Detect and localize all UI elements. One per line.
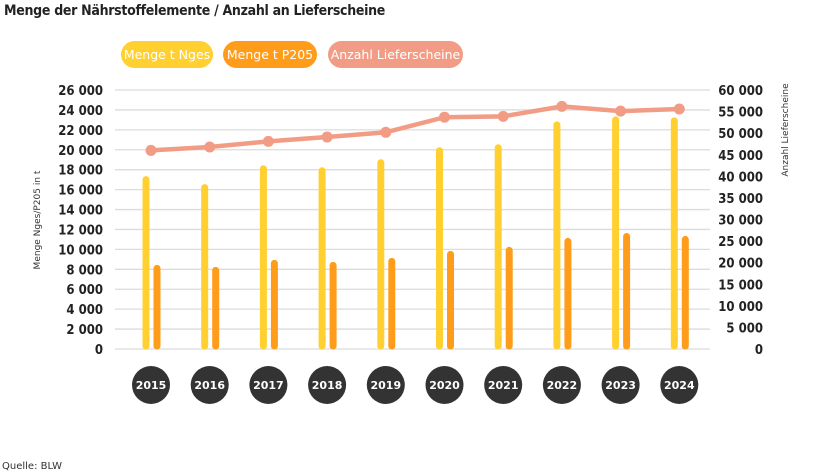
y-left-tick-label: 24 000	[58, 104, 103, 119]
x-tick-label: 2023	[605, 379, 636, 392]
year-badge	[542, 366, 581, 404]
y-right-tick-label: 10 000	[718, 300, 763, 315]
y-left-tick-label: 18 000	[58, 164, 103, 179]
y-left-tick-label: 12 000	[58, 223, 103, 238]
y-left-tick-label: 16 000	[58, 184, 103, 199]
x-tick-label: 2021	[488, 379, 519, 392]
line-lieferscheine	[150, 104, 680, 153]
point-lieferscheine	[615, 105, 627, 117]
y-left-tick-label: 14 000	[58, 204, 103, 219]
y-right-tick-label: 0	[755, 343, 763, 358]
y-left-tick-label: 20 000	[58, 144, 103, 159]
year-badge	[249, 366, 288, 404]
y-right-axis-label: Anzahl Lieferscheine	[781, 83, 791, 177]
y-right-tick-label: 40 000	[718, 170, 763, 185]
x-tick-label: 2024	[664, 379, 695, 392]
y-left-tick-label: 0	[95, 343, 103, 358]
y-right-tick-label: 45 000	[718, 149, 763, 164]
point-lieferscheine	[145, 144, 157, 156]
point-lieferscheine	[262, 135, 274, 147]
point-lieferscheine	[380, 126, 392, 138]
point-lieferscheine	[321, 131, 333, 143]
y-left-axis-label: Menge Nges/P205 in t	[33, 170, 43, 269]
y-right-tick-label: 50 000	[718, 127, 763, 142]
y-right-tick-label: 15 000	[718, 278, 763, 293]
year-badge	[660, 366, 699, 404]
point-lieferscheine	[673, 103, 685, 115]
x-tick-label: 2019	[370, 379, 401, 392]
y-left-tick-label: 22 000	[58, 124, 103, 139]
y-right-tick-label: 25 000	[718, 235, 763, 250]
year-badge	[308, 366, 347, 404]
x-tick-label: 2022	[547, 379, 578, 392]
legend-nges: Menge t Nges	[121, 41, 213, 68]
point-lieferscheine	[439, 111, 450, 123]
x-tick-label: 2015	[136, 379, 167, 392]
y-left-tick-label: 26 000	[58, 84, 103, 99]
x-tick-label: 2018	[312, 379, 343, 392]
x-tick-label: 2020	[429, 379, 460, 392]
x-tick-label: 2016	[194, 379, 225, 392]
point-lieferscheine	[204, 141, 216, 153]
y-right-tick-label: 30 000	[718, 214, 763, 229]
y-left-tick-label: 2 000	[66, 323, 103, 338]
y-left-tick-label: 8 000	[66, 263, 103, 278]
legend-p2o5: Menge t P205	[223, 41, 317, 68]
y-left-tick-label: 4 000	[66, 303, 103, 318]
year-badge	[484, 366, 523, 404]
y-left-tick-label: 10 000	[58, 243, 103, 258]
year-badge	[601, 366, 640, 404]
y-right-tick-label: 55 000	[718, 106, 763, 121]
legend-lieferscheine: Anzahl Lieferscheine	[328, 41, 463, 68]
y-right-tick-label: 20 000	[718, 257, 763, 272]
point-lieferscheine	[497, 110, 509, 122]
year-badge	[425, 366, 464, 404]
year-badge	[190, 366, 229, 404]
chart-title: Menge der Nährstoffelemente / Anzahl an …	[4, 3, 386, 19]
y-right-tick-label: 35 000	[718, 192, 763, 207]
x-tick-label: 2017	[253, 379, 284, 392]
y-left-tick-label: 6 000	[66, 283, 103, 298]
point-lieferscheine	[556, 100, 568, 112]
source-note: Quelle: BLW	[2, 461, 63, 472]
year-badge	[366, 366, 405, 404]
y-right-tick-label: 5 000	[726, 321, 763, 336]
y-right-tick-label: 60 000	[718, 84, 763, 99]
year-badge	[132, 366, 170, 404]
